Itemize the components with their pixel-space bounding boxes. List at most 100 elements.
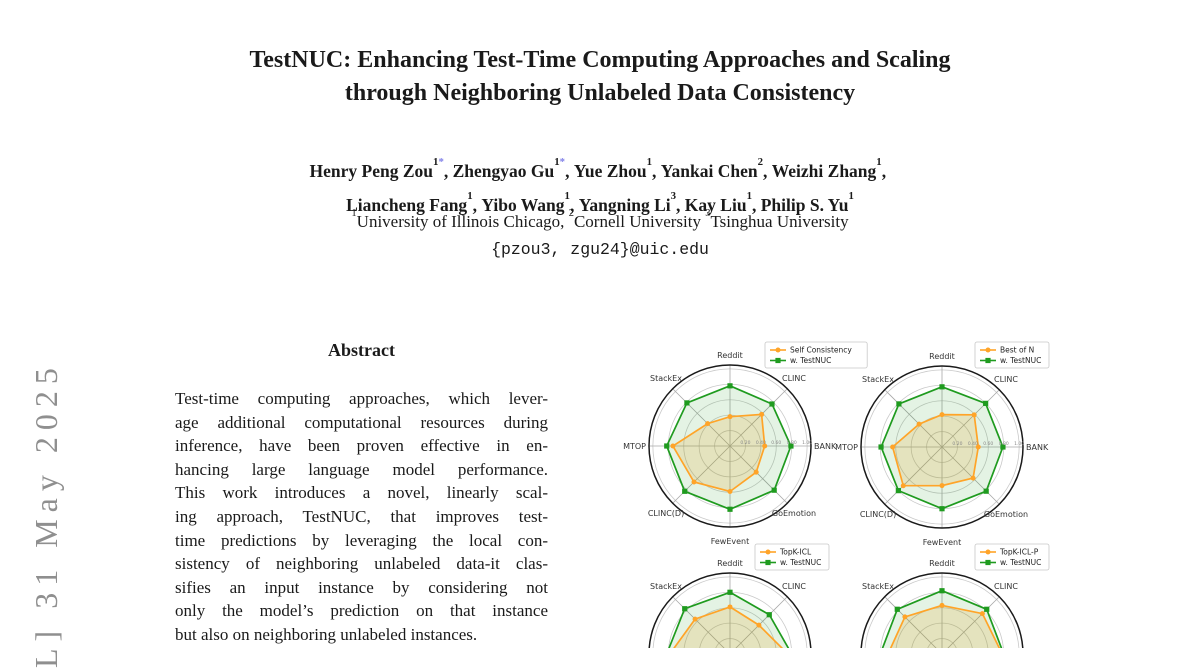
circle-marker xyxy=(900,483,906,489)
circle-marker xyxy=(759,411,765,417)
author-affiliation-sup: 1 xyxy=(848,189,854,202)
legend-box xyxy=(974,543,1050,571)
axis-label-mtop: MTOP xyxy=(623,442,646,451)
axis-label-bank: BANK xyxy=(814,442,837,451)
legend-label: w. TestNUC xyxy=(790,356,831,365)
author-name: Liancheng Fang1 xyxy=(346,189,473,215)
axis-spoke xyxy=(884,446,943,505)
square-marker xyxy=(939,588,945,594)
square-marker xyxy=(727,589,733,595)
square-marker xyxy=(894,606,900,612)
legend-square-marker xyxy=(985,357,991,364)
author-name: Weizhi Zhang1 xyxy=(771,156,882,181)
abstract-line: time predictions by leveraging the local… xyxy=(175,530,548,550)
author-affiliation-sup: 1* xyxy=(554,156,566,169)
legend: Best of Nw. TestNUC xyxy=(974,341,1050,369)
author-affiliation-sup: 1* xyxy=(433,156,444,169)
axis-spoke xyxy=(884,389,943,448)
radial-tick-label: 0.80 xyxy=(999,441,1009,447)
circle-marker xyxy=(970,475,976,481)
circle-marker xyxy=(727,489,733,495)
axis-label-stackex: StackEx xyxy=(862,582,894,591)
square-marker xyxy=(682,488,688,494)
affiliation-sup: 3 xyxy=(705,207,711,219)
equal-contribution-star: * xyxy=(438,156,444,169)
square-marker xyxy=(682,606,688,612)
axis-label-clincd: CLINC(D) xyxy=(648,509,684,518)
axis-label-fewevent: FewEvent xyxy=(923,538,962,547)
circle-marker xyxy=(890,444,896,450)
axis-label-clinc: CLINC xyxy=(782,582,806,591)
circle-marker xyxy=(762,443,768,449)
radial-tick-label: 1.00 xyxy=(802,440,812,446)
abstract-line: age additional computational resources d… xyxy=(175,412,548,432)
legend-label: Best of N xyxy=(1000,346,1034,355)
radial-tick-label: 0.80 xyxy=(787,440,797,446)
axis-label-stackex: StackEx xyxy=(650,374,682,383)
affiliations: 1University of Illinois Chicago, 2Cornel… xyxy=(0,208,1200,232)
square-marker xyxy=(771,487,777,493)
author-affiliation-sup: 1 xyxy=(564,189,570,202)
axis-label-bank: BANK xyxy=(1026,443,1049,452)
affiliation-name: Tsinghua University xyxy=(710,212,849,231)
author-affiliation-sup: 1 xyxy=(646,156,653,169)
square-marker xyxy=(727,383,733,389)
author-affiliation-sup: 1 xyxy=(746,189,752,202)
legend-label: TopK-ICL-P xyxy=(999,548,1039,557)
author-affiliation-sup: 1 xyxy=(876,156,882,169)
circle-marker xyxy=(756,622,762,628)
abstract-line: sistency of neighboring unlabeled data-i… xyxy=(175,554,548,574)
square-marker xyxy=(788,443,794,449)
radial-tick-label: 0.20 xyxy=(740,440,750,446)
square-marker xyxy=(895,488,901,494)
square-marker xyxy=(664,443,670,449)
author-affiliation-sup: 1 xyxy=(467,189,473,202)
series-line xyxy=(668,605,789,668)
abstract-text: Test-time computing approaches, which le… xyxy=(175,387,548,647)
series-fill xyxy=(672,414,765,492)
radial-tick-label: 0.20 xyxy=(952,441,962,447)
author-list: Henry Peng Zou1*, Zhengyao Gu1*, Yue Zho… xyxy=(0,152,1200,220)
axis-label-clinc: CLINC xyxy=(994,375,1018,384)
legend-box xyxy=(764,341,868,369)
square-marker xyxy=(983,400,989,406)
author-name: Kay Liu1 xyxy=(684,189,752,215)
legend-label: w. TestNUC xyxy=(1000,558,1041,567)
legend-label: Self Consistency xyxy=(790,346,852,355)
legend-circle-marker xyxy=(765,549,771,555)
affiliation-sup: 1 xyxy=(351,207,357,219)
axis-spoke xyxy=(672,388,731,447)
circle-marker xyxy=(670,443,676,449)
radial-tick-label: 1.00 xyxy=(1014,441,1024,447)
author-affiliation-sup: 3 xyxy=(670,189,677,202)
axis-label-clinc: CLINC xyxy=(994,582,1018,591)
abstract-line: only the model’s prediction on that inst… xyxy=(175,601,548,621)
axis-spoke xyxy=(729,445,788,504)
axis-label-fewevent: FewEvent xyxy=(711,537,750,546)
circle-marker xyxy=(916,421,922,427)
axis-spoke xyxy=(941,446,1000,505)
axis-label-reddit: Reddit xyxy=(929,559,955,568)
axis-spoke xyxy=(941,389,1000,448)
abstract-line: but also on neighboring unlabeled instan… xyxy=(175,624,478,644)
circle-marker xyxy=(975,444,981,450)
abstract-line: ing approach, TestNUC, that improves tes… xyxy=(175,506,548,526)
outer-ring xyxy=(648,364,812,528)
axis-label-stackex: StackEx xyxy=(650,582,682,591)
series-fill xyxy=(892,414,979,486)
axis-label-reddit: Reddit xyxy=(929,352,955,361)
legend-label: w. TestNUC xyxy=(780,558,821,567)
author-line-2: Liancheng Fang1, Yibo Wang1, Yangning Li… xyxy=(346,189,854,215)
circle-marker xyxy=(902,614,908,620)
legend: TopK-ICL-Pw. TestNUC xyxy=(974,543,1050,571)
axis-label-mtop: MTOP xyxy=(835,443,858,452)
author-name: Zhengyao Gu1* xyxy=(452,156,566,181)
outer-ring xyxy=(860,365,1024,529)
circle-marker xyxy=(753,469,759,475)
radar-figure-panel: 0.20 0.40 0.60 0.80 1.00 Reddit CLINC BANK GoEmo… xyxy=(600,330,1200,668)
axis-spoke xyxy=(729,388,788,447)
series-line xyxy=(665,591,793,668)
legend-box xyxy=(974,341,1050,369)
radar-chart-4: 0.200.400.600.801.00RedditCLINCBANKGoEmo… xyxy=(835,543,1050,668)
